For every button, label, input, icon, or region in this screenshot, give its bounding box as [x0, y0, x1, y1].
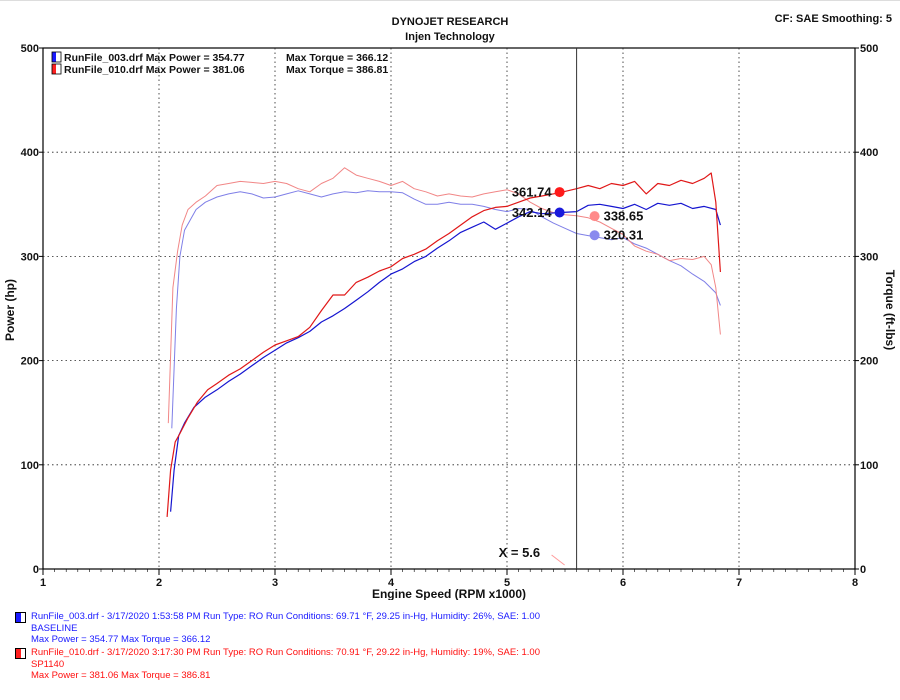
value-markers: 361.74 342.14 338.65 320.31	[512, 185, 644, 243]
axis-ticks: 0 0 100 100 200 200 300 300 400 400 500 500 1 2 3 4 5 6 7 8	[21, 43, 879, 589]
y2-tick-label: 0	[860, 564, 866, 576]
run-annotation-text: RunFile_003.drf - 3/17/2020 1:53:58 PM R…	[31, 611, 540, 646]
y2-tick-label: 500	[860, 43, 878, 55]
x-tick-label: 8	[852, 577, 858, 589]
x-tick-label: 1	[40, 577, 46, 589]
run-details: RunFile_010.drf - 3/17/2020 3:17:30 PM R…	[31, 647, 540, 658]
series-line	[170, 202, 721, 512]
legend-max-torque: Max Torque = 366.12	[286, 52, 388, 64]
value-marker-dot	[554, 207, 565, 218]
run-details: RunFile_003.drf - 3/17/2020 1:53:58 PM R…	[31, 611, 540, 622]
y2-tick-label: 300	[860, 251, 878, 263]
legend-file-power: RunFile_003.drf Max Power = 354.77	[64, 52, 245, 64]
value-marker-label: 342.14	[512, 205, 553, 220]
x-tick-label: 6	[620, 577, 626, 589]
y-tick-label: 500	[21, 43, 39, 55]
value-marker-dot	[589, 211, 600, 222]
cursor-pointer	[551, 554, 565, 566]
series-line	[167, 167, 721, 424]
x-axis-label: Engine Speed (RPM x1000)	[372, 587, 526, 600]
legend-swatch	[52, 52, 56, 62]
y2-axis-label: Torque (ft-lbs)	[883, 270, 897, 350]
run-annotation-sp1140: RunFile_010.drf - 3/17/2020 3:17:30 PM R…	[15, 647, 895, 683]
y2-tick-label: 200	[860, 356, 878, 368]
legend-swatch	[52, 64, 56, 74]
y-tick-label: 100	[21, 460, 39, 472]
chart-subtitle: Injen Technology	[405, 31, 495, 43]
plot-frame	[42, 47, 856, 570]
run-max-values: Max Power = 354.77 Max Torque = 366.12	[31, 634, 211, 645]
value-marker-label: 320.31	[604, 228, 644, 243]
run-label: BASELINE	[31, 622, 78, 634]
y-tick-label: 300	[21, 251, 39, 263]
run-annotation-text: RunFile_010.drf - 3/17/2020 3:17:30 PM R…	[31, 647, 540, 682]
value-marker-dot	[589, 230, 600, 241]
legend-swatch-frame	[51, 63, 62, 75]
legend-swatch-frame	[51, 51, 62, 63]
run-swatch-baseline	[15, 612, 26, 623]
series-layer	[166, 167, 721, 517]
y-axis-label: Power (hp)	[3, 279, 17, 341]
top-divider	[0, 0, 900, 1]
cursor-layer: X = 5.6	[499, 48, 578, 569]
x-tick-label: 5	[504, 577, 510, 589]
value-marker-label: 361.74	[512, 185, 553, 200]
run-max-values: Max Power = 381.06 Max Torque = 386.81	[31, 670, 211, 681]
y-tick-label: 0	[33, 564, 39, 576]
legend-file-power: RunFile_010.drf Max Power = 381.06	[64, 64, 245, 76]
chart-legend: RunFile_003.drf Max Power = 354.77 Max To…	[51, 51, 388, 76]
dyno-chart: X = 5.6 361.74 342.14 338.65 320.31 0 0 100 10…	[3, 43, 897, 600]
cursor-label: X = 5.6	[499, 545, 541, 560]
series-line	[166, 172, 721, 517]
chart-title: DYNOJET RESEARCH	[391, 16, 509, 28]
x-tick-label: 7	[736, 577, 742, 589]
y-tick-label: 200	[21, 356, 39, 368]
x-tick-label: 4	[388, 577, 395, 589]
x-tick-label: 3	[272, 577, 278, 589]
correction-settings: CF: SAE Smoothing: 5	[774, 13, 892, 25]
y-tick-label: 400	[21, 147, 39, 159]
value-marker-label: 338.65	[604, 209, 644, 224]
chart-grid	[43, 48, 855, 569]
x-tick-label: 2	[156, 577, 162, 589]
run-label: SP1140	[31, 658, 65, 670]
y2-tick-label: 100	[860, 460, 878, 472]
run-annotation-baseline: RunFile_003.drf - 3/17/2020 1:53:58 PM R…	[15, 611, 895, 647]
value-marker-dot	[554, 187, 565, 198]
legend-max-torque: Max Torque = 386.81	[286, 64, 388, 76]
y2-tick-label: 400	[860, 147, 878, 159]
plot-area	[42, 47, 856, 570]
run-swatch-sp1140	[15, 648, 26, 659]
